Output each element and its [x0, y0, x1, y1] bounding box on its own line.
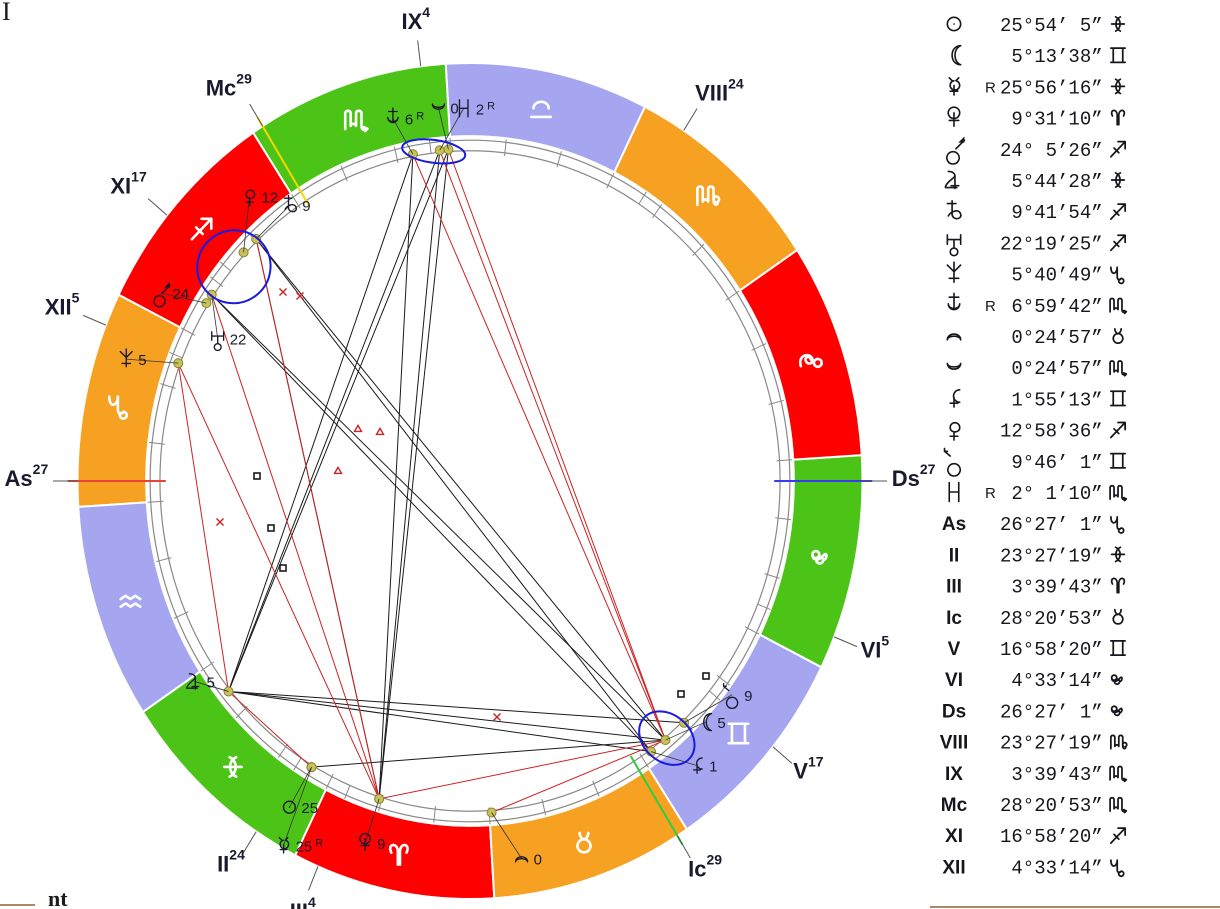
svg-text:22: 22 [230, 332, 247, 349]
svg-text:26°27’ 1”: 26°27’ 1” [1000, 514, 1103, 536]
svg-text:9°46’ 1”: 9°46’ 1” [1000, 452, 1103, 474]
svg-text:5: 5 [717, 715, 725, 732]
svg-text:16°58’20”: 16°58’20” [1000, 639, 1103, 661]
svg-text:5: 5 [207, 674, 215, 691]
svg-text:II: II [949, 545, 960, 566]
svg-text:4°33’14”: 4°33’14” [1000, 670, 1103, 692]
svg-text:9°41’54”: 9°41’54” [1000, 202, 1103, 224]
svg-text:0: 0 [534, 852, 542, 869]
svg-text:9: 9 [744, 688, 752, 705]
svg-text:5°40’49”: 5°40’49” [1000, 265, 1103, 287]
svg-text:VI: VI [945, 670, 963, 691]
svg-text:5°44’28”: 5°44’28” [1000, 171, 1103, 193]
svg-text:V: V [948, 639, 961, 660]
svg-text:9°31’10”: 9°31’10” [1000, 109, 1103, 131]
svg-text:Ic: Ic [946, 608, 962, 629]
svg-text:3°39’43”: 3°39’43” [1000, 764, 1103, 786]
svg-text:XI: XI [945, 826, 963, 847]
svg-text:0°24’57”: 0°24’57” [1000, 327, 1103, 349]
svg-text:Mc: Mc [941, 795, 968, 816]
svg-text:As: As [942, 514, 966, 535]
svg-text:5°13’38”: 5°13’38” [1000, 46, 1103, 68]
svg-text:25: 25 [301, 800, 318, 817]
svg-text:XII: XII [942, 857, 965, 878]
svg-text:1: 1 [709, 759, 717, 776]
svg-text:1°55’13”: 1°55’13” [1000, 389, 1103, 411]
svg-text:nt: nt [48, 886, 68, 909]
svg-text:24: 24 [172, 286, 189, 303]
svg-text:2° 1’10”: 2° 1’10” [1000, 483, 1103, 505]
svg-text:23°27’19”: 23°27’19” [1000, 545, 1103, 567]
svg-text:I: I [2, 0, 11, 26]
svg-text:III: III [946, 577, 962, 598]
svg-text:24° 5’26”: 24° 5’26” [1000, 140, 1103, 162]
svg-text:0: 0 [450, 100, 458, 117]
svg-text:Ds: Ds [942, 701, 966, 722]
svg-text:9: 9 [302, 198, 310, 215]
svg-text:3°39’43”: 3°39’43” [1000, 577, 1103, 599]
svg-text:R: R [985, 79, 996, 96]
svg-text:0°24’57”: 0°24’57” [1000, 358, 1103, 380]
svg-text:IX: IX [945, 764, 963, 785]
svg-text:5: 5 [138, 352, 146, 369]
svg-text:16°58’20”: 16°58’20” [1000, 826, 1103, 848]
svg-text:4°33’14”: 4°33’14” [1000, 857, 1103, 879]
svg-text:23°27’19”: 23°27’19” [1000, 733, 1103, 755]
svg-text:22°19’25”: 22°19’25” [1000, 233, 1103, 255]
svg-text:25°56’16”: 25°56’16” [1000, 77, 1103, 99]
svg-text:R: R [985, 298, 996, 315]
svg-text:25°54’ 5”: 25°54’ 5” [1000, 15, 1103, 37]
svg-text:28°20’53”: 28°20’53” [1000, 795, 1103, 817]
svg-text:R: R [985, 485, 996, 502]
svg-text:26°27’ 1”: 26°27’ 1” [1000, 701, 1103, 723]
svg-text:9: 9 [377, 836, 385, 853]
svg-text:VIII: VIII [940, 733, 969, 754]
svg-text:12°58’36”: 12°58’36” [1000, 421, 1103, 443]
svg-text:6°59’42”: 6°59’42” [1000, 296, 1103, 318]
svg-text:28°20’53”: 28°20’53” [1000, 608, 1103, 630]
svg-text:12: 12 [262, 189, 279, 206]
